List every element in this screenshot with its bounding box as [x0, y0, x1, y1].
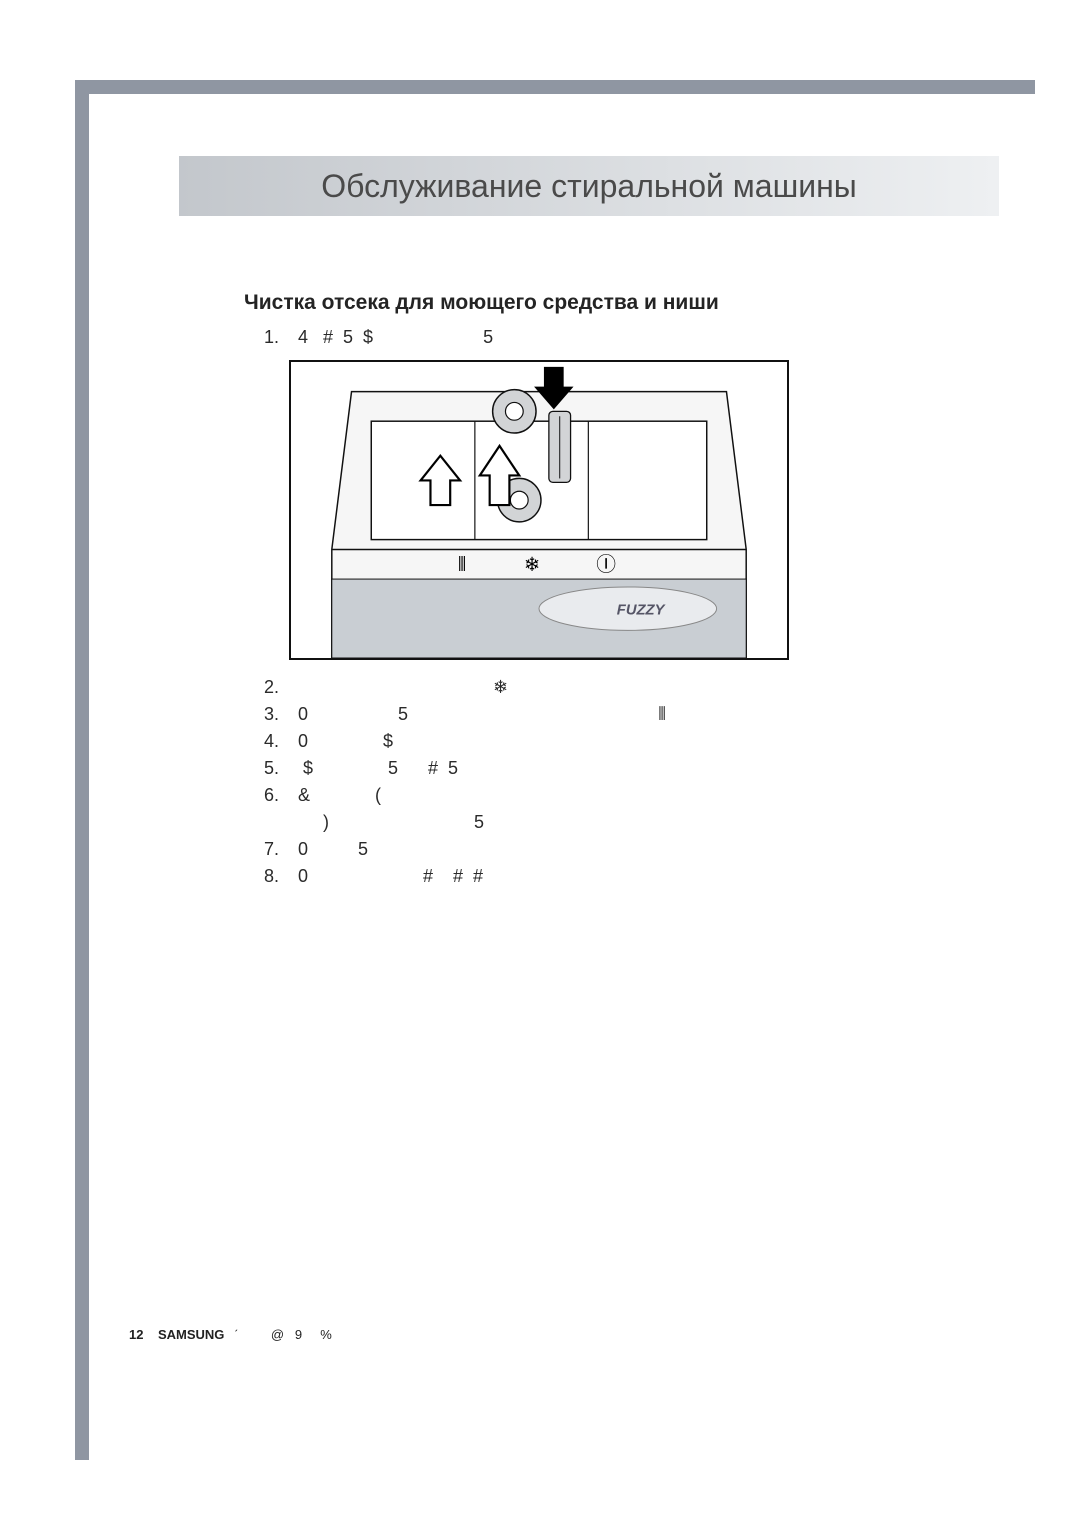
step-number: 4. [264, 728, 298, 755]
list-item: 4.0 $ [264, 728, 964, 755]
step-1: 1. 4 # 5 $ 5 [264, 324, 924, 351]
step-text: 0 # # # [298, 863, 964, 890]
step-number: 7. [264, 836, 298, 863]
list-item: 2. ❄ [264, 674, 964, 701]
list-item: 7.0 5 [264, 836, 964, 863]
detergent-drawer-figure: FUZZY ⦀ ❄ [289, 360, 789, 660]
list-item: 1. 4 # 5 $ 5 [264, 324, 924, 351]
brand-name: SAMSUNG [158, 1327, 224, 1342]
step-number [264, 809, 298, 836]
page-content: Обслуживание стиральной машины Чистка от… [89, 94, 1035, 1460]
figure-svg: FUZZY ⦀ ❄ [291, 362, 787, 658]
step-text: $ 5 # 5 [298, 755, 964, 782]
svg-text:Ⓘ: Ⓘ [596, 554, 616, 576]
list-item: 8.0 # # # [264, 863, 964, 890]
page-footer: 12 SAMSUNG ˊ @ 9 % [129, 1327, 332, 1342]
footer-rest: ˊ @ 9 % [234, 1327, 332, 1342]
list-item: 5. $ 5 # 5 [264, 755, 964, 782]
step-number: 8. [264, 863, 298, 890]
step-number: 2. [264, 674, 298, 701]
step-text: & ( [298, 782, 964, 809]
step-number: 3. [264, 701, 298, 728]
step-text: ❄ [298, 674, 964, 701]
step-number: 5. [264, 755, 298, 782]
list-item: ) 5 [264, 809, 964, 836]
step-number: 6. [264, 782, 298, 809]
step-text: 0 5 [298, 836, 964, 863]
page-number: 12 [129, 1327, 143, 1342]
step-number: 1. [264, 324, 298, 351]
svg-text:⦀: ⦀ [458, 554, 467, 576]
subheading: Чистка отсека для моющего средства и ниш… [244, 291, 719, 315]
page-title-bar: Обслуживание стиральной машины [179, 156, 999, 216]
step-text: ) 5 [298, 809, 964, 836]
page-frame: Обслуживание стиральной машины Чистка от… [75, 80, 1035, 1460]
step-text: 4 # 5 $ 5 [298, 324, 924, 351]
fuzzy-label: FUZZY [617, 603, 666, 619]
list-item: 6.& ( [264, 782, 964, 809]
step-text: 0 $ [298, 728, 964, 755]
svg-text:❄: ❄ [524, 554, 541, 576]
steps-2-8: 2. ❄3.0 5 ⦀4.0 $5. $ 5 # 56.& ( ) [264, 674, 964, 890]
step-text: 0 5 ⦀ [298, 701, 964, 728]
page-title: Обслуживание стиральной машины [321, 168, 857, 205]
list-item: 3.0 5 ⦀ [264, 701, 964, 728]
